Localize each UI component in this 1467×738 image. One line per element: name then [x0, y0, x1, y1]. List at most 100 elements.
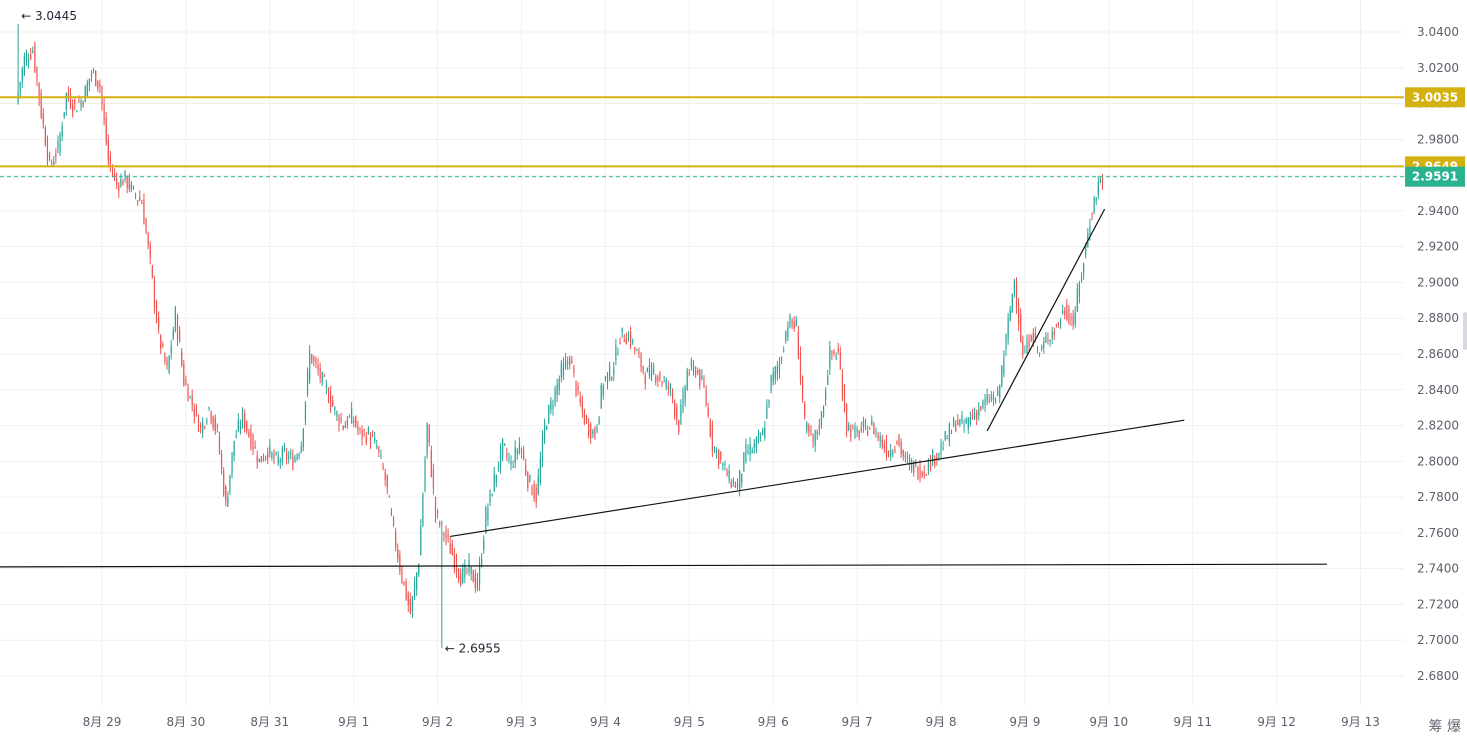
candle: [246, 420, 248, 435]
scroll-handle[interactable]: [1463, 312, 1467, 350]
candle: [711, 420, 713, 458]
candle-body: [1095, 197, 1097, 201]
candle: [963, 419, 965, 433]
candle: [1083, 262, 1085, 280]
candle-body: [650, 365, 653, 380]
candle: [1026, 334, 1028, 355]
candle: [642, 365, 644, 375]
candle-body: [489, 489, 491, 503]
candle: [846, 402, 848, 438]
candle: [155, 299, 158, 324]
candle: [598, 416, 600, 425]
candle: [166, 356, 168, 370]
candle: [241, 407, 244, 430]
candle: [940, 438, 942, 459]
candle: [1038, 352, 1041, 358]
candle-body: [441, 521, 443, 523]
candle: [462, 563, 464, 584]
candle-body: [976, 411, 978, 420]
candle: [552, 399, 554, 416]
candle: [929, 454, 932, 472]
candle: [562, 357, 565, 381]
candle: [82, 100, 84, 109]
candle-body: [671, 390, 674, 399]
candle-body: [1091, 217, 1093, 219]
candle-body: [34, 44, 36, 72]
candle-body: [879, 436, 881, 441]
candle-body: [502, 438, 504, 456]
candle-body: [887, 451, 890, 458]
candle: [369, 432, 372, 450]
candle-body: [292, 456, 294, 470]
y-tick-label: 2.8400: [1417, 383, 1459, 397]
candle: [197, 414, 200, 432]
candle-body: [820, 411, 823, 426]
candle: [132, 185, 135, 190]
candle: [705, 385, 707, 407]
x-tick-label: 9月 13: [1341, 715, 1380, 729]
candle-body: [1030, 335, 1032, 342]
candle-body: [311, 354, 313, 363]
candle-body: [351, 408, 353, 424]
candle: [1076, 283, 1078, 313]
candle-body: [193, 409, 195, 417]
candle: [395, 527, 397, 552]
candle: [151, 264, 153, 279]
candle-body: [726, 470, 728, 477]
candle-body: [170, 345, 172, 354]
candle-body: [1099, 179, 1102, 183]
candle: [558, 375, 560, 396]
candle-body: [644, 375, 646, 385]
candle-body: [258, 458, 260, 462]
candle: [357, 420, 359, 436]
candle-body: [139, 196, 141, 201]
candle-body: [53, 161, 55, 165]
candle-body: [927, 459, 930, 471]
candle: [105, 111, 107, 146]
candle: [976, 409, 978, 426]
candle-body: [403, 581, 405, 585]
candle: [227, 491, 229, 508]
candle: [460, 568, 462, 587]
y-tick-label: 2.9000: [1417, 275, 1459, 289]
candle: [554, 385, 556, 407]
candle-body: [334, 407, 336, 410]
candle: [980, 405, 982, 412]
candle-body: [65, 93, 67, 109]
candles-layer: [17, 23, 1104, 649]
candle-body: [659, 373, 661, 381]
candle-body: [256, 455, 258, 463]
candle-body: [562, 363, 565, 378]
candle: [239, 419, 242, 435]
candle-body: [776, 366, 778, 374]
candle: [46, 135, 49, 166]
candle-body: [93, 69, 95, 72]
candle: [283, 442, 286, 453]
candle-body: [707, 407, 709, 416]
candle-body: [535, 487, 537, 503]
candle-body: [980, 406, 982, 410]
candle-body: [841, 373, 844, 399]
candle-body: [321, 372, 323, 382]
candle: [659, 370, 661, 382]
y-axis: 3.04003.02003.00002.98002.96002.94002.92…: [1417, 25, 1459, 683]
candle: [833, 349, 835, 357]
candle: [1062, 305, 1064, 315]
candle: [422, 492, 424, 527]
candle-body: [770, 375, 772, 392]
candle: [875, 427, 877, 438]
candle: [491, 493, 493, 497]
candle: [323, 373, 325, 378]
candle-body: [218, 437, 221, 454]
candle-body: [63, 112, 65, 117]
candle: [1036, 346, 1039, 354]
candle-body: [346, 418, 349, 426]
candle-body: [827, 376, 829, 385]
candle: [30, 48, 32, 61]
candle-body: [801, 375, 804, 400]
candle-body: [281, 447, 283, 464]
candle-body: [25, 53, 28, 63]
candle-body: [1076, 288, 1078, 311]
